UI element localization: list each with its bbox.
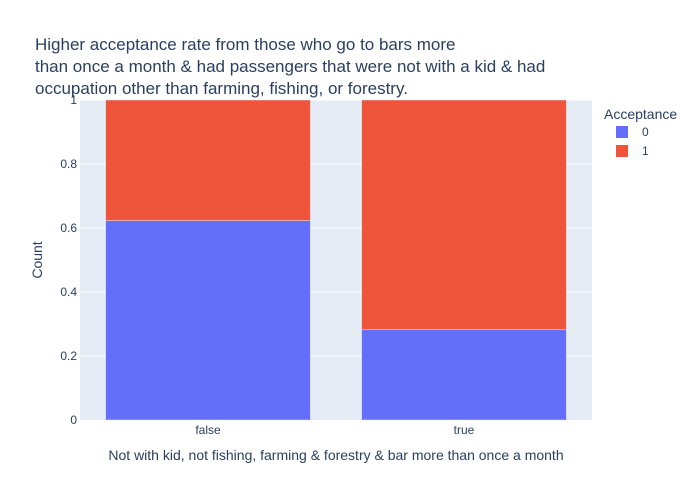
legend-swatch-1[interactable]	[616, 145, 628, 157]
legend-label-0[interactable]: 0	[642, 125, 649, 139]
y-tick-label: 0.6	[60, 221, 77, 235]
x-axis-title: Not with kid, not fishing, farming & for…	[108, 447, 563, 463]
legend: Acceptance 0 1	[604, 106, 677, 158]
y-tick-label: 0	[70, 413, 77, 427]
chart-title: Higher acceptance rate from those who go…	[35, 35, 545, 98]
x-tick-label: false	[195, 423, 221, 437]
x-axis-ticks: false true	[195, 423, 474, 437]
chart-title-line-2: than once a month & had passengers that …	[35, 57, 545, 76]
legend-title: Acceptance	[604, 106, 677, 122]
y-tick-label: 0.8	[60, 157, 77, 171]
chart-title-line-1: Higher acceptance rate from those who go…	[35, 35, 456, 54]
y-tick-label: 0.4	[60, 285, 77, 299]
bar-series-1-false[interactable]	[105, 99, 311, 221]
bars	[105, 99, 567, 421]
bar-series-1-true[interactable]	[361, 99, 567, 331]
bar-series-0-true[interactable]	[361, 329, 567, 421]
y-tick-label: 1	[70, 93, 77, 107]
bar-series-0-false[interactable]	[105, 220, 311, 421]
y-axis-title: Count	[29, 241, 45, 278]
chart-title-line-3: occupation other than farming, fishing, …	[35, 79, 408, 98]
x-tick-label: true	[454, 423, 475, 437]
legend-swatch-0[interactable]	[616, 126, 628, 138]
y-tick-label: 0.2	[60, 349, 77, 363]
legend-label-1[interactable]: 1	[642, 144, 649, 158]
y-axis-ticks: 0 0.2 0.4 0.6 0.8 1	[60, 93, 77, 427]
